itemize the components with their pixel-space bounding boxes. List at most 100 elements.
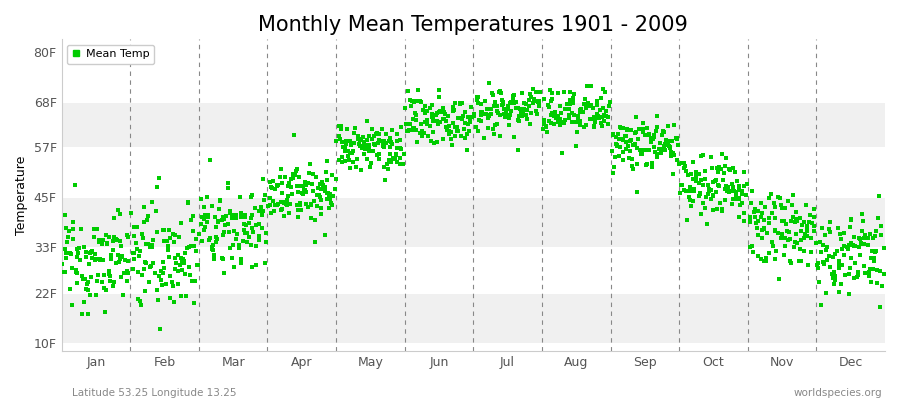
Point — [674, 182, 688, 188]
Point — [851, 272, 866, 278]
Point — [636, 126, 651, 132]
Point — [841, 246, 855, 252]
Point — [557, 120, 572, 126]
Point — [848, 259, 862, 266]
Point — [715, 206, 729, 212]
Point — [684, 171, 698, 178]
Point — [357, 150, 372, 157]
Point — [340, 153, 355, 159]
Point — [93, 255, 107, 262]
Point — [389, 151, 403, 158]
Point — [231, 242, 246, 248]
Point — [103, 271, 117, 277]
Point — [105, 246, 120, 253]
Point — [334, 123, 348, 129]
Point — [718, 197, 733, 203]
Point — [203, 235, 218, 241]
Point — [110, 237, 124, 244]
Point — [667, 152, 681, 159]
Point — [102, 234, 116, 240]
Point — [732, 196, 746, 202]
Point — [664, 138, 679, 144]
Point — [273, 174, 287, 180]
Point — [467, 113, 482, 120]
Point — [144, 262, 158, 269]
Point — [223, 245, 238, 252]
Point — [241, 234, 256, 240]
Point — [661, 142, 675, 148]
Point — [425, 114, 439, 120]
Point — [623, 138, 637, 145]
Point — [716, 176, 730, 183]
Point — [229, 236, 243, 242]
Point — [76, 244, 91, 250]
Point — [571, 113, 585, 119]
Point — [573, 106, 588, 112]
Point — [477, 135, 491, 142]
Point — [580, 102, 594, 108]
Point — [160, 246, 175, 252]
Point — [640, 160, 654, 167]
Point — [360, 156, 374, 162]
Point — [346, 148, 360, 154]
Point — [626, 142, 640, 149]
Point — [95, 237, 110, 243]
Point — [819, 246, 833, 253]
Point — [586, 104, 600, 111]
Point — [174, 293, 188, 300]
Point — [551, 113, 565, 120]
Point — [161, 242, 176, 249]
Point — [187, 243, 202, 249]
Point — [309, 174, 323, 180]
Point — [411, 87, 426, 93]
Point — [683, 197, 698, 203]
Point — [366, 141, 381, 147]
Point — [131, 295, 146, 302]
Point — [794, 237, 808, 243]
Point — [364, 126, 379, 132]
Point — [211, 218, 225, 224]
Point — [402, 120, 417, 127]
Point — [819, 257, 833, 263]
Point — [782, 236, 796, 242]
Point — [284, 190, 299, 197]
Point — [427, 118, 441, 124]
Point — [767, 200, 781, 206]
Point — [846, 242, 860, 249]
Point — [194, 196, 208, 202]
Point — [856, 218, 870, 224]
Point — [112, 256, 127, 262]
Point — [463, 119, 477, 125]
Point — [600, 114, 615, 120]
Point — [701, 182, 716, 188]
Point — [558, 117, 572, 124]
Point — [170, 281, 184, 287]
Point — [836, 230, 850, 236]
Point — [532, 99, 546, 106]
Point — [266, 178, 280, 185]
Point — [857, 235, 871, 241]
Point — [132, 248, 147, 254]
Point — [323, 191, 338, 198]
Point — [740, 180, 754, 187]
Point — [704, 154, 718, 160]
Point — [570, 128, 584, 135]
Point — [149, 184, 164, 190]
Point — [752, 232, 766, 239]
Point — [238, 214, 252, 221]
Point — [370, 130, 384, 136]
Point — [191, 261, 205, 268]
Point — [340, 126, 355, 132]
Point — [135, 272, 149, 278]
Point — [619, 146, 634, 152]
Point — [712, 164, 726, 171]
Point — [405, 127, 419, 133]
Point — [860, 242, 875, 248]
Point — [248, 222, 263, 228]
Point — [328, 186, 342, 192]
Point — [455, 115, 470, 122]
Point — [652, 140, 667, 146]
Point — [270, 182, 284, 188]
Point — [500, 110, 514, 116]
Point — [457, 120, 472, 127]
